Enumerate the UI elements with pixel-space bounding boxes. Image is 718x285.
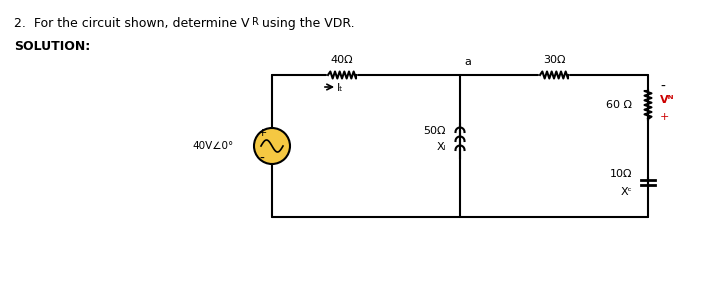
Text: SOLUTION:: SOLUTION: bbox=[14, 40, 90, 53]
Text: +: + bbox=[660, 112, 669, 122]
Text: 50Ω: 50Ω bbox=[424, 126, 446, 136]
Text: 40Ω: 40Ω bbox=[331, 55, 353, 65]
Text: 2.  For the circuit shown, determine V: 2. For the circuit shown, determine V bbox=[14, 17, 249, 30]
Text: Xᶜ: Xᶜ bbox=[620, 187, 632, 197]
Text: Xₗ: Xₗ bbox=[437, 142, 446, 152]
Text: Vᴺ: Vᴺ bbox=[660, 95, 674, 105]
Text: -: - bbox=[260, 152, 264, 166]
Text: 40V∠0°: 40V∠0° bbox=[192, 141, 234, 151]
Text: 60 Ω: 60 Ω bbox=[606, 100, 632, 110]
Text: +: + bbox=[257, 128, 266, 138]
Text: a: a bbox=[464, 57, 471, 67]
Text: R: R bbox=[252, 17, 259, 27]
Text: Iₜ: Iₜ bbox=[337, 83, 343, 93]
Text: using the VDR.: using the VDR. bbox=[258, 17, 355, 30]
Text: 30Ω: 30Ω bbox=[543, 55, 565, 65]
Text: -: - bbox=[660, 80, 665, 94]
Text: 10Ω: 10Ω bbox=[610, 169, 632, 179]
Circle shape bbox=[254, 128, 290, 164]
